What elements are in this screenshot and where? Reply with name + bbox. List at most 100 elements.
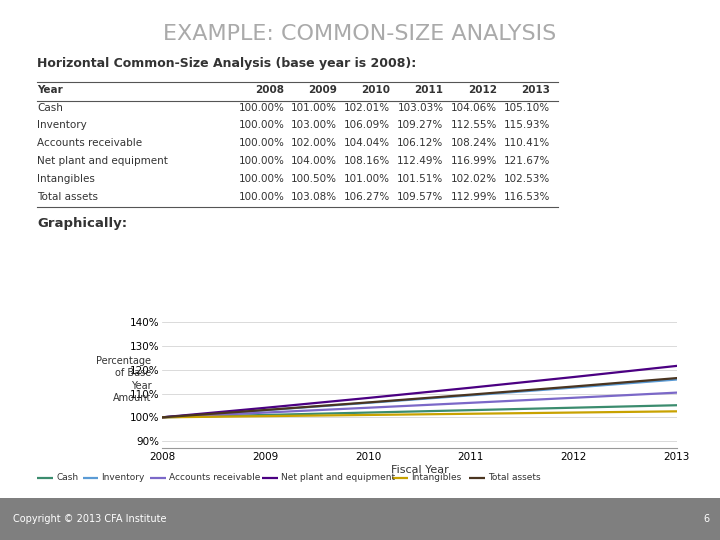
Text: Total assets: Total assets [487, 474, 540, 482]
Text: Cash: Cash [56, 474, 78, 482]
Inventory [364, 400, 372, 406]
Text: Accounts receivable: Accounts receivable [37, 138, 143, 149]
Text: 100.50%: 100.50% [291, 174, 337, 184]
Text: Horizontal Common-Size Analysis (base year is 2008):: Horizontal Common-Size Analysis (base ye… [37, 57, 417, 70]
Text: Net plant and equipment: Net plant and equipment [281, 474, 395, 482]
Text: 2008: 2008 [256, 85, 284, 96]
Text: 112.49%: 112.49% [397, 156, 444, 166]
Text: Copyright © 2013 CFA Institute: Copyright © 2013 CFA Institute [13, 514, 166, 524]
Text: 106.12%: 106.12% [397, 138, 444, 149]
Line: Intangibles: Intangibles [162, 411, 677, 417]
Text: 2010: 2010 [361, 85, 390, 96]
Text: 104.00%: 104.00% [291, 156, 337, 166]
Intangibles [261, 413, 269, 420]
Text: Inventory: Inventory [37, 120, 87, 131]
Cash [261, 411, 269, 418]
Text: 116.53%: 116.53% [504, 192, 550, 202]
Text: 102.00%: 102.00% [291, 138, 337, 149]
Text: 6: 6 [703, 514, 709, 524]
Net plant and equipment [158, 414, 166, 421]
Text: 109.57%: 109.57% [397, 192, 444, 202]
Total assets [158, 414, 166, 421]
Intangibles [467, 410, 475, 417]
Accounts receivable [570, 395, 578, 401]
Line: Net plant and equipment: Net plant and equipment [162, 366, 677, 417]
Text: 105.10%: 105.10% [504, 103, 550, 113]
Cash [467, 407, 475, 414]
Cash [158, 414, 166, 421]
Text: Percentage
of Base
Year
Amount: Percentage of Base Year Amount [96, 356, 151, 403]
Cash [672, 402, 681, 408]
Text: Year: Year [37, 85, 63, 96]
Text: 104.04%: 104.04% [344, 138, 390, 149]
Text: 103.00%: 103.00% [291, 120, 337, 131]
Text: 103.03%: 103.03% [397, 103, 444, 113]
Text: Graphically:: Graphically: [37, 217, 127, 230]
X-axis label: Fiscal Year: Fiscal Year [390, 465, 449, 475]
Text: 100.00%: 100.00% [238, 138, 284, 149]
Text: 116.99%: 116.99% [451, 156, 497, 166]
Inventory [467, 392, 475, 399]
Inventory [570, 384, 578, 391]
Text: 100.00%: 100.00% [238, 156, 284, 166]
Inventory [261, 407, 269, 414]
Text: 2012: 2012 [468, 85, 497, 96]
Text: 121.67%: 121.67% [504, 156, 550, 166]
Text: 2013: 2013 [521, 85, 550, 96]
Accounts receivable [158, 414, 166, 421]
Cash [364, 409, 372, 416]
Net plant and equipment [672, 363, 681, 369]
Text: 101.00%: 101.00% [291, 103, 337, 113]
Total assets [467, 392, 475, 398]
Intangibles [570, 409, 578, 416]
Text: Cash: Cash [37, 103, 63, 113]
Text: 106.09%: 106.09% [344, 120, 390, 131]
Text: 101.51%: 101.51% [397, 174, 444, 184]
Text: Inventory: Inventory [102, 474, 145, 482]
Text: Accounts receivable: Accounts receivable [169, 474, 261, 482]
Text: 100.00%: 100.00% [238, 174, 284, 184]
Intangibles [364, 411, 372, 418]
Inventory [672, 376, 681, 383]
Accounts receivable [467, 400, 475, 406]
Total assets [364, 399, 372, 406]
Cash [570, 404, 578, 411]
Total assets [261, 407, 269, 413]
Text: 108.24%: 108.24% [451, 138, 497, 149]
Text: Intangibles: Intangibles [37, 174, 95, 184]
Accounts receivable [672, 389, 681, 396]
Line: Cash: Cash [162, 405, 677, 417]
Total assets [570, 383, 578, 390]
Text: 2009: 2009 [308, 85, 337, 96]
Text: 2011: 2011 [415, 85, 444, 96]
Text: EXAMPLE: COMMON-SIZE ANALYSIS: EXAMPLE: COMMON-SIZE ANALYSIS [163, 24, 557, 44]
Accounts receivable [261, 409, 269, 416]
Text: 101.00%: 101.00% [344, 174, 390, 184]
Text: 104.06%: 104.06% [451, 103, 497, 113]
Text: 106.27%: 106.27% [344, 192, 390, 202]
Text: 100.00%: 100.00% [238, 120, 284, 131]
Net plant and equipment [467, 384, 475, 391]
Accounts receivable [364, 404, 372, 411]
Text: 115.93%: 115.93% [504, 120, 550, 131]
Line: Total assets: Total assets [162, 378, 677, 417]
Text: 100.00%: 100.00% [238, 192, 284, 202]
Text: 100.00%: 100.00% [238, 103, 284, 113]
Text: 102.53%: 102.53% [504, 174, 550, 184]
Text: 109.27%: 109.27% [397, 120, 444, 131]
Net plant and equipment [364, 395, 372, 401]
Intangibles [672, 408, 681, 415]
Line: Inventory: Inventory [162, 380, 677, 417]
Text: Total assets: Total assets [37, 192, 99, 202]
Total assets [672, 375, 681, 381]
Line: Accounts receivable: Accounts receivable [162, 393, 677, 417]
Inventory [158, 414, 166, 421]
Text: 112.99%: 112.99% [451, 192, 497, 202]
Text: 108.16%: 108.16% [344, 156, 390, 166]
Text: Net plant and equipment: Net plant and equipment [37, 156, 168, 166]
Net plant and equipment [570, 374, 578, 380]
Text: 112.55%: 112.55% [451, 120, 497, 131]
Text: Intangibles: Intangibles [411, 474, 462, 482]
Text: 110.41%: 110.41% [504, 138, 550, 149]
Text: 103.08%: 103.08% [291, 192, 337, 202]
